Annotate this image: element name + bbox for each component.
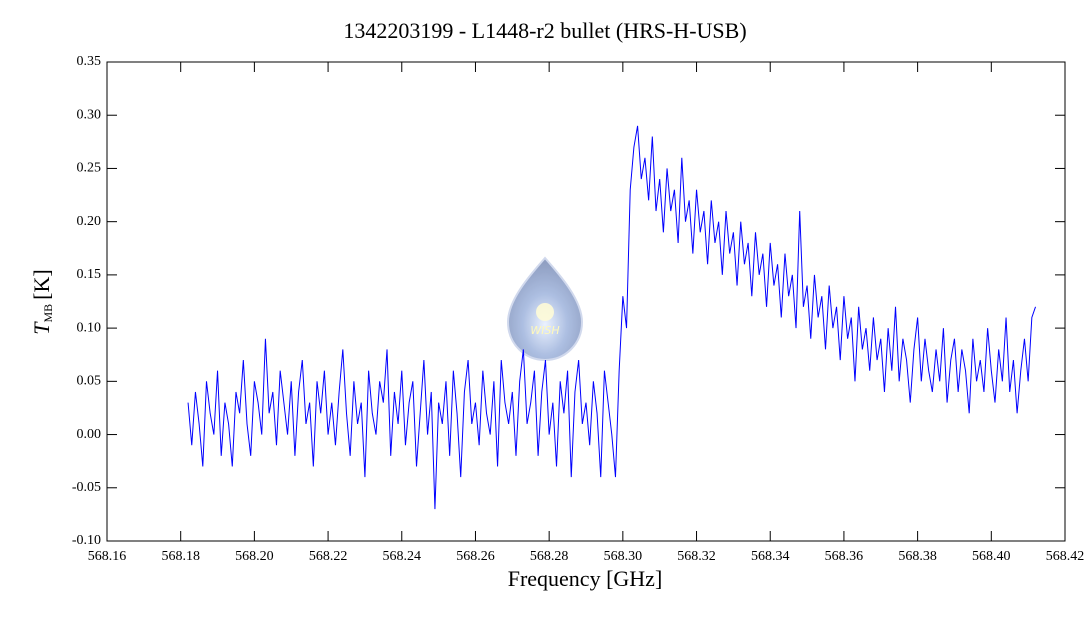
x-tick-label: 568.42: [1046, 549, 1085, 564]
y-tick-label: -0.05: [72, 480, 101, 495]
x-tick-label: 568.18: [161, 549, 200, 564]
x-axis-label: Frequency [GHz]: [508, 566, 663, 591]
x-tick-label: 568.24: [383, 549, 422, 564]
x-tick-label: 568.30: [604, 549, 643, 564]
x-tick-label: 568.40: [972, 549, 1011, 564]
y-tick-label: 0.20: [77, 214, 102, 229]
y-axis-subscript: MB: [41, 304, 55, 323]
x-tick-label: 568.28: [530, 549, 569, 564]
x-tick-label: 568.26: [456, 549, 495, 564]
watermark: WISH: [506, 256, 584, 362]
y-tick-label: -0.10: [72, 533, 101, 548]
y-tick-label: 0.00: [77, 427, 102, 442]
y-tick-label: 0.10: [77, 320, 102, 335]
y-axis-label: TMB [K]: [29, 269, 55, 334]
x-tick-label: 568.16: [88, 549, 127, 564]
x-tick-label: 568.22: [309, 549, 348, 564]
y-tick-label: 0.25: [77, 161, 102, 176]
plot-frame: [106, 61, 1066, 542]
spectrum-line: [187, 125, 1036, 510]
watermark-star: [536, 303, 554, 321]
y-axis-unit: [K]: [29, 269, 54, 300]
chart-title: 1342203199 - L1448-r2 bullet (HRS-H-USB): [343, 18, 746, 43]
y-tick-label: 0.35: [77, 54, 102, 69]
x-tick-label: 568.32: [677, 549, 716, 564]
x-tick-label: 568.20: [235, 549, 274, 564]
y-tick-label: 0.15: [77, 267, 102, 282]
plot-area: [187, 125, 1036, 510]
watermark-text: WISH: [530, 324, 559, 337]
x-tick-label: 568.38: [898, 549, 937, 564]
x-tick-label: 568.34: [751, 549, 790, 564]
y-tick-label: 0.05: [77, 374, 102, 389]
x-tick-label: 568.36: [825, 549, 864, 564]
y-axis-symbol: T: [29, 321, 54, 335]
y-tick-label: 0.30: [77, 107, 102, 122]
